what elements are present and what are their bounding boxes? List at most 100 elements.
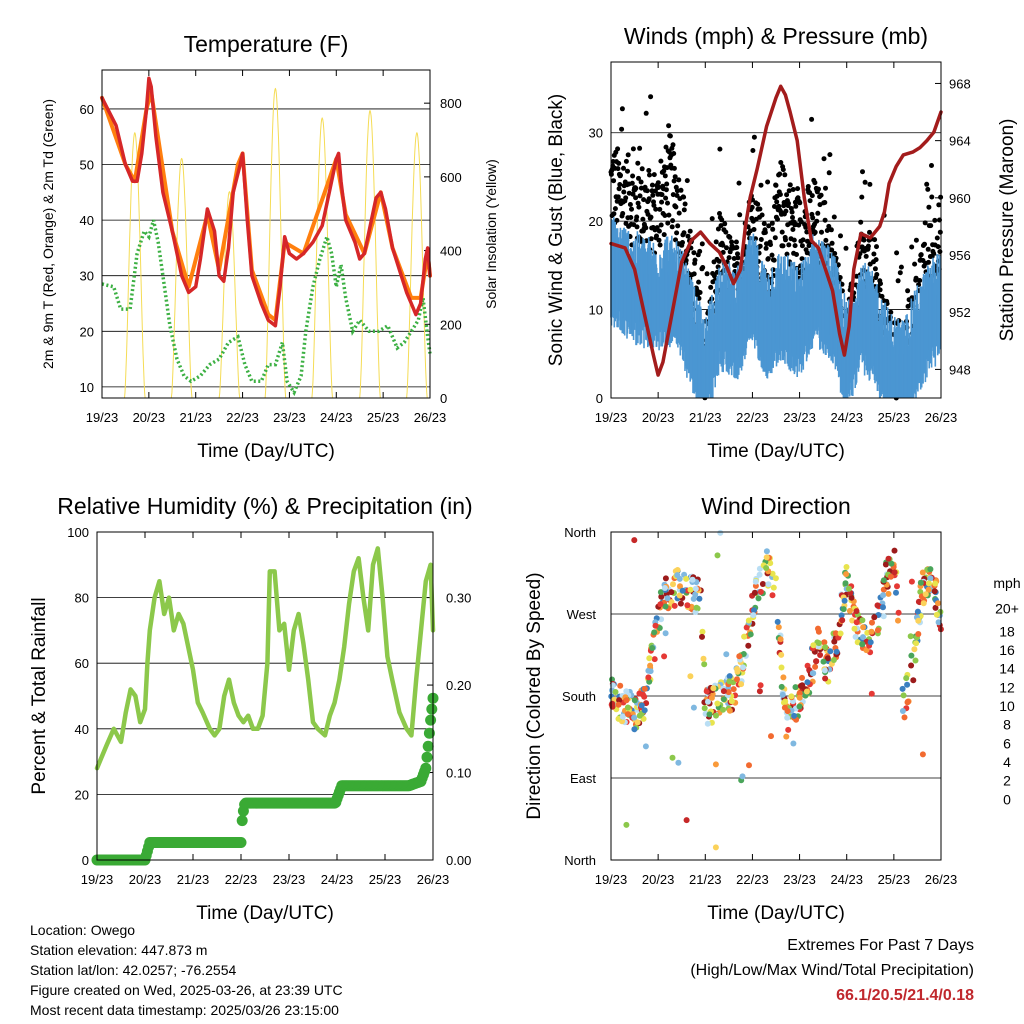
dir-point xyxy=(661,585,668,591)
wind-gust-point xyxy=(755,201,761,207)
wind-ytick-right-label: 948 xyxy=(949,362,971,377)
dir-ytick-label: East xyxy=(570,771,596,786)
wind-gust-point xyxy=(666,212,672,218)
dir-point xyxy=(803,688,810,695)
wind-gust-point xyxy=(762,230,768,235)
dir-point xyxy=(609,700,616,707)
wind-gust-point xyxy=(812,180,818,186)
dir-point xyxy=(720,706,726,713)
temp-solar-line xyxy=(311,117,333,399)
wind-gust-point xyxy=(685,233,691,239)
wind-gust-point xyxy=(871,251,877,257)
dir-point xyxy=(785,726,792,733)
wind-gust-point xyxy=(768,242,773,248)
rh-ytick-right-label: 0.10 xyxy=(446,766,471,781)
dir-point xyxy=(853,608,860,615)
dir-point xyxy=(774,618,781,625)
dir-point xyxy=(815,640,822,647)
dir-point xyxy=(935,600,941,607)
wind-gust-point xyxy=(630,146,636,152)
wind-gust-point xyxy=(617,182,623,187)
dir-point xyxy=(730,686,737,693)
wind-gust-point xyxy=(699,241,705,247)
wind-gust-point xyxy=(936,202,942,208)
wind-gust-point xyxy=(697,248,703,254)
dir-point xyxy=(741,633,748,640)
wind-gust-point xyxy=(669,224,675,230)
wind-gust-point xyxy=(809,193,815,199)
wind-gust-point xyxy=(909,244,915,250)
wind-gust-point xyxy=(786,242,792,248)
wind-gust-point xyxy=(729,239,735,245)
dir-point xyxy=(662,575,669,582)
wind-gust-point xyxy=(649,182,655,188)
wind-gust-point xyxy=(873,257,879,263)
dir-point xyxy=(846,607,853,614)
wind-gust-point xyxy=(700,265,706,270)
dir-point xyxy=(616,697,623,704)
wind-xtick-label: 23/23 xyxy=(783,410,816,425)
rh-ytick-label: 20 xyxy=(75,787,89,802)
wind-gust-point xyxy=(874,244,879,250)
wind-gust-point xyxy=(611,178,617,184)
wind-gust-point xyxy=(637,193,643,199)
dir-point xyxy=(636,690,643,697)
dir-point xyxy=(817,652,824,658)
temp-xtick-label: 26/23 xyxy=(414,410,447,425)
dir-point xyxy=(770,584,777,591)
dir-point xyxy=(854,639,861,646)
wind-xlabel: Time (Day/UTC) xyxy=(707,441,845,462)
wind-gust-point xyxy=(878,281,883,287)
wind-gust-point xyxy=(680,240,685,245)
rh-xtick-label: 21/23 xyxy=(177,872,210,887)
dir-point xyxy=(658,593,665,600)
wind-ytick-right-label: 952 xyxy=(949,305,971,320)
wind-gust-point xyxy=(823,185,828,191)
dir-ytick-label: South xyxy=(562,689,596,704)
wind-gust-point xyxy=(777,192,783,197)
dir-point xyxy=(657,601,664,608)
dir-point xyxy=(925,580,932,587)
wind-gust-point xyxy=(913,275,919,281)
temp-solar-line xyxy=(264,87,287,399)
dir-point xyxy=(932,580,939,587)
wind-gust-point xyxy=(648,94,654,100)
dir-point xyxy=(726,678,733,685)
wind-gust-point xyxy=(822,217,828,223)
temp-xlabel: Time (Day/UTC) xyxy=(197,441,335,462)
dir-point xyxy=(893,589,899,596)
rh-precip-point xyxy=(420,762,432,774)
extremes-title: Extremes For Past 7 Days xyxy=(787,937,974,954)
dir-point xyxy=(899,708,906,714)
dir-xlabel: Time (Day/UTC) xyxy=(707,903,845,924)
dir-point xyxy=(791,712,798,719)
dir-point xyxy=(833,648,840,655)
dir-xtick-label: 25/23 xyxy=(878,872,911,887)
dir-point xyxy=(874,627,881,634)
wind-gust-point xyxy=(758,237,764,242)
dir-point xyxy=(646,655,653,662)
dir-point xyxy=(788,693,795,700)
wind-gust-point xyxy=(656,228,662,234)
temp-ytick-right-label: 600 xyxy=(440,170,462,185)
rh-xlabel: Time (Day/UTC) xyxy=(196,903,334,924)
dir-point xyxy=(867,639,874,646)
wind-gust-point xyxy=(663,144,669,150)
dir-point xyxy=(763,554,770,561)
wind-gust-point xyxy=(627,202,633,207)
dir-point xyxy=(914,608,921,615)
dir-point xyxy=(757,682,764,689)
wind-gust-point xyxy=(727,234,733,240)
colorbar-label: 4 xyxy=(1003,754,1011,770)
rh-ytick-label: 0 xyxy=(82,853,89,868)
wind-gust-point xyxy=(826,223,832,229)
dir-point xyxy=(714,552,721,559)
wind-gust-point xyxy=(720,242,726,248)
wind-gust-point xyxy=(644,188,650,194)
wind-gust-point xyxy=(794,252,799,257)
dir-point xyxy=(683,817,690,824)
temp-ylabel: 2m & 9m T (Red, Orange) & 2m Td (Green) xyxy=(40,99,56,369)
dir-point xyxy=(631,726,638,733)
dir-point xyxy=(745,617,752,624)
wind-gust-point xyxy=(912,261,918,267)
